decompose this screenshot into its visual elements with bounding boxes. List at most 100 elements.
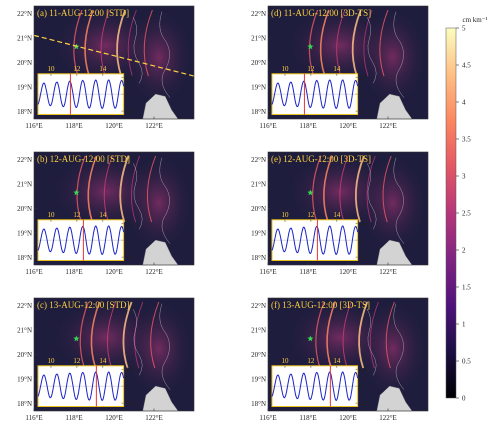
lat-tick-label: 19°N xyxy=(17,230,32,238)
wave-front xyxy=(122,301,133,369)
wave-front xyxy=(106,301,117,369)
station-marker-star xyxy=(73,189,80,196)
inset-tidal-curve xyxy=(37,371,125,402)
inset-value-label: 0 xyxy=(360,383,363,390)
lat-tick-label: 22°N xyxy=(17,156,32,164)
timeseries-inset: 10 12 14 0.5 0 -0.5 xyxy=(37,211,136,261)
lon-tick-label: 120°E xyxy=(339,268,357,276)
bathymetry-contour xyxy=(159,157,171,244)
wave-front xyxy=(382,155,392,223)
lon-tick-label: 122°E xyxy=(379,268,397,276)
wave-front xyxy=(131,155,141,223)
inset-value-label: 0 xyxy=(126,91,129,98)
colorbar-tick-label: 3.5 xyxy=(462,136,471,144)
timeseries-inset: 10 12 14 0.5 0 -0.5 xyxy=(37,65,136,115)
lon-tick-label: 122°E xyxy=(145,268,163,276)
inset-value-label: 0.5 xyxy=(126,74,134,81)
lon-tick-label: 116°E xyxy=(25,268,42,276)
wave-front xyxy=(354,155,365,223)
lat-tick-label: 21°N xyxy=(251,180,266,188)
colorbar-tick-label: 0.5 xyxy=(462,358,471,366)
map-panel-e: (e) 12-AUG-12:00 [3D-TS] 22°N 21°N 20°N 19°N… xyxy=(251,151,429,276)
inset-day-label: 10 xyxy=(281,357,289,365)
panel-title: (d) 11-AUG-12:00 [3D-TS] xyxy=(271,8,371,18)
wave-front xyxy=(79,301,89,369)
lat-tick-label: 20°N xyxy=(251,351,266,359)
lat-tick-label: 21°N xyxy=(17,180,32,188)
colorbar-gradient xyxy=(445,27,457,399)
map-panel-a: (a) 11-AUG-12:00 [STD] 22°N 21°N 20°N 19°N 18… xyxy=(17,5,195,130)
inset-day-label: 10 xyxy=(281,65,289,73)
inset-day-label: 14 xyxy=(333,357,341,365)
colorbar-tick-label: 2.5 xyxy=(462,210,471,218)
bathymetry-contour xyxy=(132,309,143,376)
panel-title: (c) 13-AUG-12:00 [STD] xyxy=(37,300,129,310)
wave-front xyxy=(119,155,130,223)
colorbar: cm km⁻¹ 5 4.5 4 3.5 3 2.5 2 1.5 1 0.5 0 xyxy=(445,16,488,403)
lon-tick-label: 122°E xyxy=(145,414,163,422)
wave-front xyxy=(87,155,98,223)
inset-day-label: 14 xyxy=(333,65,341,73)
field-glow xyxy=(357,6,428,108)
lat-tick-label: 22°N xyxy=(251,10,266,18)
lat-tick-label: 21°N xyxy=(251,326,266,334)
lat-tick-label: 21°N xyxy=(17,34,32,42)
inset-day-label: 10 xyxy=(281,211,289,219)
inset-value-label: 0.5 xyxy=(126,220,134,227)
inset-day-label: 12 xyxy=(73,211,81,219)
bathymetry-contour xyxy=(393,11,405,98)
lat-tick-label: 20°N xyxy=(17,205,32,213)
bathymetry-contour xyxy=(366,309,377,376)
wave-front xyxy=(146,155,157,223)
lat-tick-label: 22°N xyxy=(251,302,266,310)
colorbar-tick-label: 1.5 xyxy=(462,284,471,292)
colorbar-tick-label: 1 xyxy=(462,321,466,329)
colorbar-tick-label: 3 xyxy=(462,173,466,181)
lon-tick-label: 118°E xyxy=(299,268,316,276)
lat-tick-label: 22°N xyxy=(251,156,266,164)
lon-tick-label: 120°E xyxy=(339,122,357,130)
panel-title: (a) 11-AUG-12:00 [STD] xyxy=(37,8,129,18)
inset-day-label: 12 xyxy=(307,65,315,73)
wave-front xyxy=(385,301,395,369)
wave-front xyxy=(150,301,160,369)
timeseries-inset: 10 12 14 0.5 0 -0.5 xyxy=(271,65,370,115)
wave-front xyxy=(84,9,94,77)
lon-tick-label: 116°E xyxy=(25,122,42,130)
field-glow xyxy=(357,298,428,400)
inset-value-label: -0.5 xyxy=(126,254,136,261)
section-line xyxy=(33,34,195,77)
lon-tick-label: 118°E xyxy=(65,122,82,130)
lat-tick-label: 21°N xyxy=(17,326,32,334)
inset-value-label: -0.5 xyxy=(360,400,370,407)
colorbar-tick-label: 4 xyxy=(462,99,466,107)
bathymetry-contour xyxy=(159,303,171,390)
lat-tick-label: 21°N xyxy=(251,34,266,42)
lat-tick-label: 18°N xyxy=(17,254,32,262)
map-panel-f: (f) 13-AUG-12:00 [3D-TS] 22°N 21°N 20°N 19°N… xyxy=(251,297,429,422)
lon-tick-label: 120°E xyxy=(339,414,357,422)
inset-day-label: 14 xyxy=(99,65,107,73)
lon-tick-label: 122°E xyxy=(145,122,163,130)
inset-value-label: -0.5 xyxy=(360,254,370,261)
inset-tidal-curve xyxy=(37,225,125,256)
lon-tick-label: 116°E xyxy=(25,414,42,422)
inset-value-label: -0.5 xyxy=(360,108,370,115)
inset-value-label: 0 xyxy=(360,91,363,98)
lat-tick-label: 19°N xyxy=(17,376,32,384)
lon-tick-label: 118°E xyxy=(65,268,82,276)
lat-tick-label: 20°N xyxy=(17,351,32,359)
bathymetry-contour xyxy=(366,163,377,230)
inset-day-label: 10 xyxy=(47,211,55,219)
colorbar-tick-label: 0 xyxy=(462,395,466,403)
wave-front xyxy=(76,155,86,223)
inset-day-label: 14 xyxy=(333,211,341,219)
inset-value-label: 0.5 xyxy=(126,366,134,373)
colorbar-tick-label: 4.5 xyxy=(462,62,471,70)
lat-tick-label: 18°N xyxy=(251,108,266,116)
inset-value-label: 0 xyxy=(126,237,129,244)
lon-tick-label: 120°E xyxy=(105,414,123,422)
lat-tick-label: 22°N xyxy=(17,302,32,310)
bathymetry-contour xyxy=(393,157,405,244)
wave-front xyxy=(90,301,101,369)
